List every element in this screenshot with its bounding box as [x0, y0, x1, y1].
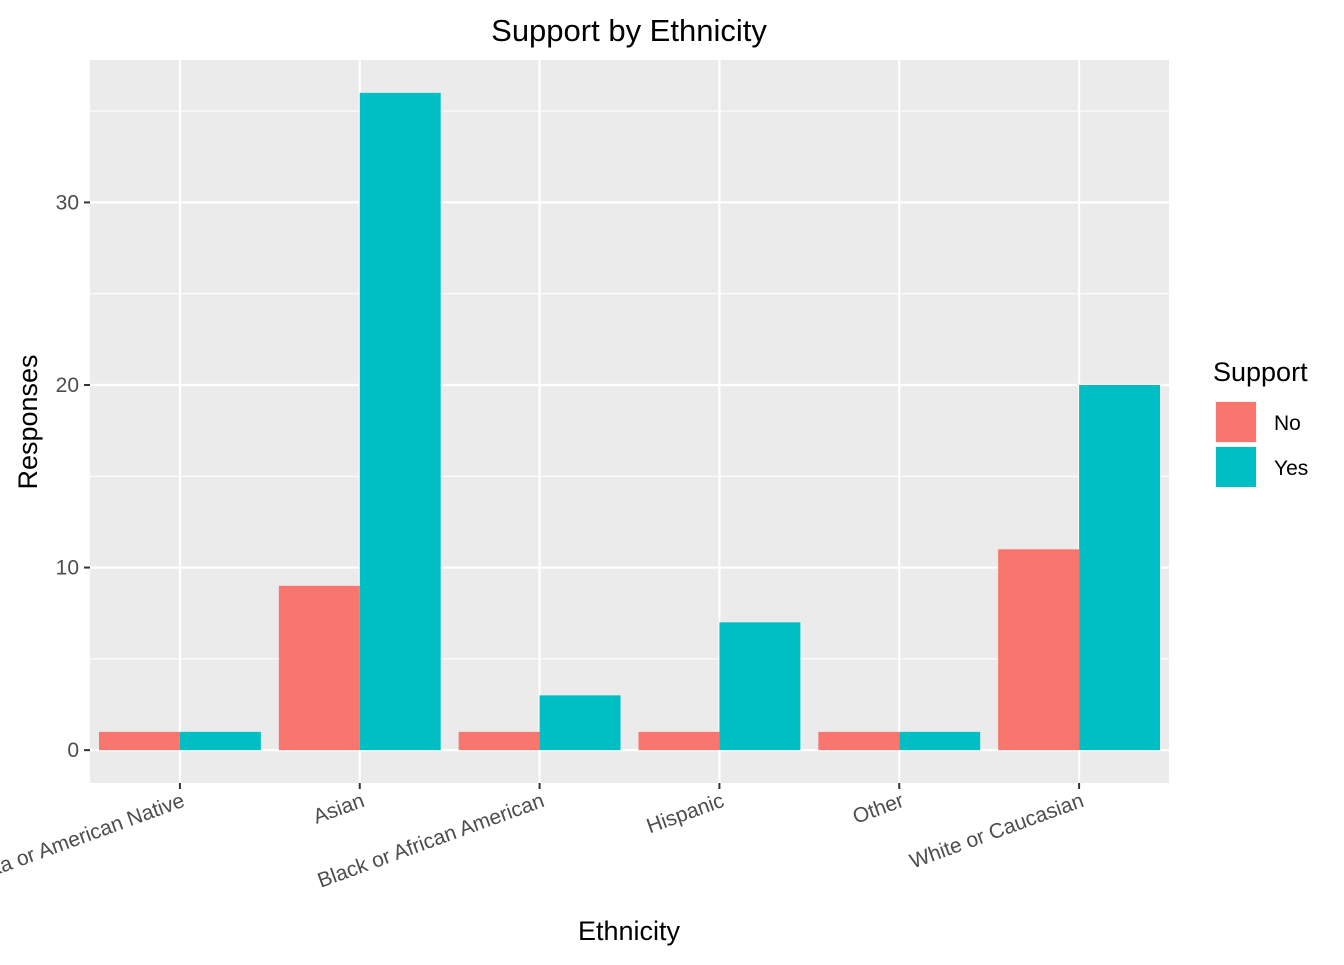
- x-tick-label: Hispanic: [644, 789, 728, 838]
- legend-title: Support: [1213, 357, 1308, 387]
- bar-no-4: [818, 731, 900, 751]
- legend-label-yes: Yes: [1274, 457, 1308, 480]
- y-tick-labels: 0 10 20 30: [56, 191, 79, 762]
- x-tick-label: Alaska or American Native: [0, 789, 188, 895]
- legend-items: No Yes: [1215, 401, 1308, 488]
- y-tick-label: 20: [56, 374, 79, 397]
- bar-no-5: [998, 549, 1080, 751]
- y-tick-label: 30: [56, 191, 79, 214]
- legend-swatch-yes: [1216, 447, 1256, 487]
- y-tick-label: 0: [67, 739, 79, 762]
- plot-panel: [90, 60, 1169, 783]
- bars: [98, 92, 1161, 751]
- x-tick-label: Other: [850, 789, 907, 829]
- x-tick-label: Asian: [310, 789, 367, 829]
- legend-label-no: No: [1274, 412, 1301, 435]
- bar-yes-2: [539, 695, 621, 751]
- minor-gridlines: [90, 110, 1169, 660]
- legend-swatch-no: [1216, 402, 1256, 442]
- axis-ticks: [84, 201, 1081, 789]
- y-tick-label: 10: [56, 557, 79, 580]
- bar-yes-1: [359, 92, 441, 751]
- y-axis-title: Responses: [13, 354, 43, 489]
- bar-yes-5: [1079, 384, 1161, 751]
- bar-yes-0: [179, 731, 261, 751]
- bar-no-2: [458, 731, 540, 751]
- chart-title: Support by Ethnicity: [491, 13, 767, 48]
- x-axis-title: Ethnicity: [578, 916, 681, 946]
- bar-no-1: [278, 585, 360, 751]
- bar-yes-4: [899, 731, 981, 751]
- bar-no-0: [98, 731, 180, 751]
- bar-no-3: [638, 731, 720, 751]
- x-tick-label: White or Caucasian: [907, 789, 1087, 873]
- bar-yes-3: [719, 622, 801, 751]
- legend: Support No Yes: [1213, 357, 1308, 488]
